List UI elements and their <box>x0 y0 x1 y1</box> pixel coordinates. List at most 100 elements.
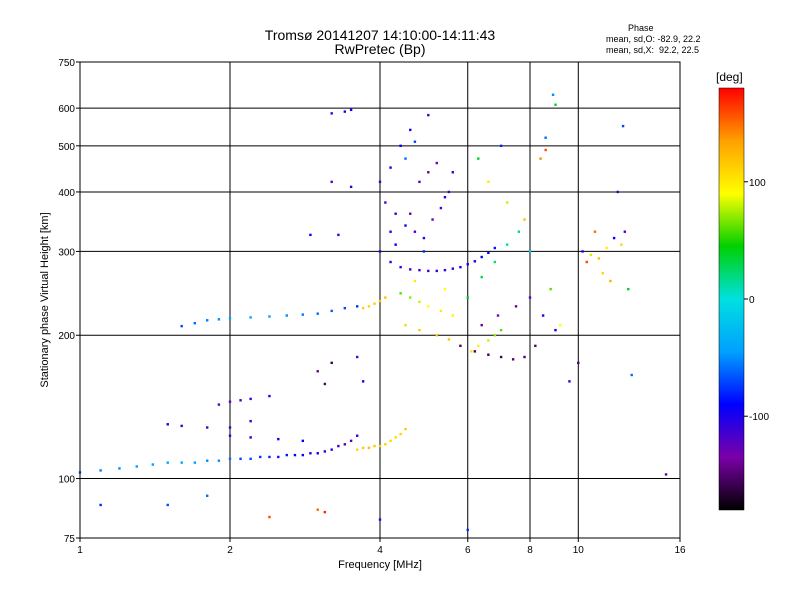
data-point <box>323 450 327 453</box>
data-point <box>309 233 312 237</box>
data-point <box>473 260 477 263</box>
data-point <box>409 296 412 299</box>
data-point <box>217 403 221 406</box>
data-point <box>378 180 382 184</box>
data-point <box>239 457 242 461</box>
data-point <box>597 257 601 260</box>
data-point <box>228 426 232 429</box>
data-point <box>496 314 500 317</box>
colorbar-tick-label: 100 <box>749 178 766 189</box>
data-point <box>523 218 526 221</box>
data-point <box>409 128 412 132</box>
data-point <box>544 136 547 139</box>
data-point <box>505 243 509 246</box>
data-point <box>477 157 480 160</box>
data-point <box>664 473 668 476</box>
data-point <box>378 299 382 303</box>
data-point <box>404 323 407 327</box>
data-point <box>361 380 365 383</box>
data-point <box>623 230 627 233</box>
data-point <box>151 463 155 466</box>
data-point <box>193 321 197 325</box>
data-point <box>612 236 616 240</box>
data-point <box>427 269 430 273</box>
data-point <box>228 457 232 461</box>
data-point <box>316 312 319 315</box>
data-point <box>447 338 451 341</box>
y-tick-label: 75 <box>64 534 76 545</box>
data-point <box>268 315 271 318</box>
data-point <box>268 455 271 459</box>
data-point <box>180 324 183 328</box>
y-tick-label: 400 <box>58 188 75 199</box>
data-point <box>541 314 545 317</box>
data-point <box>418 180 421 184</box>
data-point <box>568 380 571 383</box>
data-point <box>609 279 612 283</box>
phase-stats-x: mean, sd,X: 92.2, 22.5 <box>606 45 700 55</box>
data-point <box>593 230 597 233</box>
data-point <box>343 110 347 113</box>
data-point <box>399 432 402 436</box>
data-point <box>285 453 288 457</box>
data-point <box>316 452 319 455</box>
x-axis-label: Frequency [MHz] <box>338 559 422 571</box>
data-point <box>487 339 490 342</box>
data-point <box>413 140 417 143</box>
data-point <box>293 453 297 457</box>
data-point <box>205 319 209 322</box>
data-point <box>205 459 209 462</box>
data-point <box>99 469 102 472</box>
data-point <box>361 446 365 450</box>
data-point <box>389 166 392 169</box>
data-point <box>528 250 532 253</box>
data-point <box>439 206 443 210</box>
data-point <box>323 510 327 514</box>
data-point <box>435 269 438 273</box>
x-axis: 1 2 4 6 8 10 16 <box>77 538 686 556</box>
data-point <box>443 268 447 272</box>
data-point <box>349 108 353 112</box>
data-point <box>99 503 102 507</box>
x-tick-label: 6 <box>465 545 471 556</box>
data-point <box>431 218 434 221</box>
data-point <box>601 272 605 275</box>
data-point <box>493 246 497 250</box>
data-point <box>367 446 371 450</box>
data-point <box>514 305 518 308</box>
data-point <box>499 144 503 148</box>
data-point <box>323 382 327 386</box>
data-point <box>451 171 455 174</box>
data-point <box>551 93 555 96</box>
y-axis-label: Stationary phase Virtual Height [km] <box>39 212 51 387</box>
data-point <box>355 434 359 437</box>
data-point <box>337 444 340 448</box>
data-point <box>228 400 232 403</box>
data-point <box>384 296 387 299</box>
data-point <box>585 260 588 264</box>
data-point <box>249 457 252 461</box>
data-point <box>389 230 392 233</box>
data-point <box>447 190 451 194</box>
y-tick-label: 100 <box>58 475 75 486</box>
x-tick-label: 8 <box>527 545 533 556</box>
data-point <box>487 180 490 184</box>
data-point <box>581 250 584 253</box>
data-point <box>443 287 447 291</box>
data-point <box>373 302 376 305</box>
data-point <box>268 394 271 398</box>
data-point <box>493 260 497 264</box>
data-point <box>399 292 402 295</box>
data-point <box>205 494 209 497</box>
data-point <box>616 190 619 194</box>
phase-stats-heading: Phase <box>628 23 654 33</box>
data-point <box>627 287 630 291</box>
data-point <box>427 113 430 117</box>
data-point <box>487 353 490 356</box>
data-point <box>349 439 353 443</box>
data-point <box>435 161 438 165</box>
data-point <box>459 265 462 269</box>
data-point <box>539 157 542 160</box>
data-point <box>528 296 532 299</box>
